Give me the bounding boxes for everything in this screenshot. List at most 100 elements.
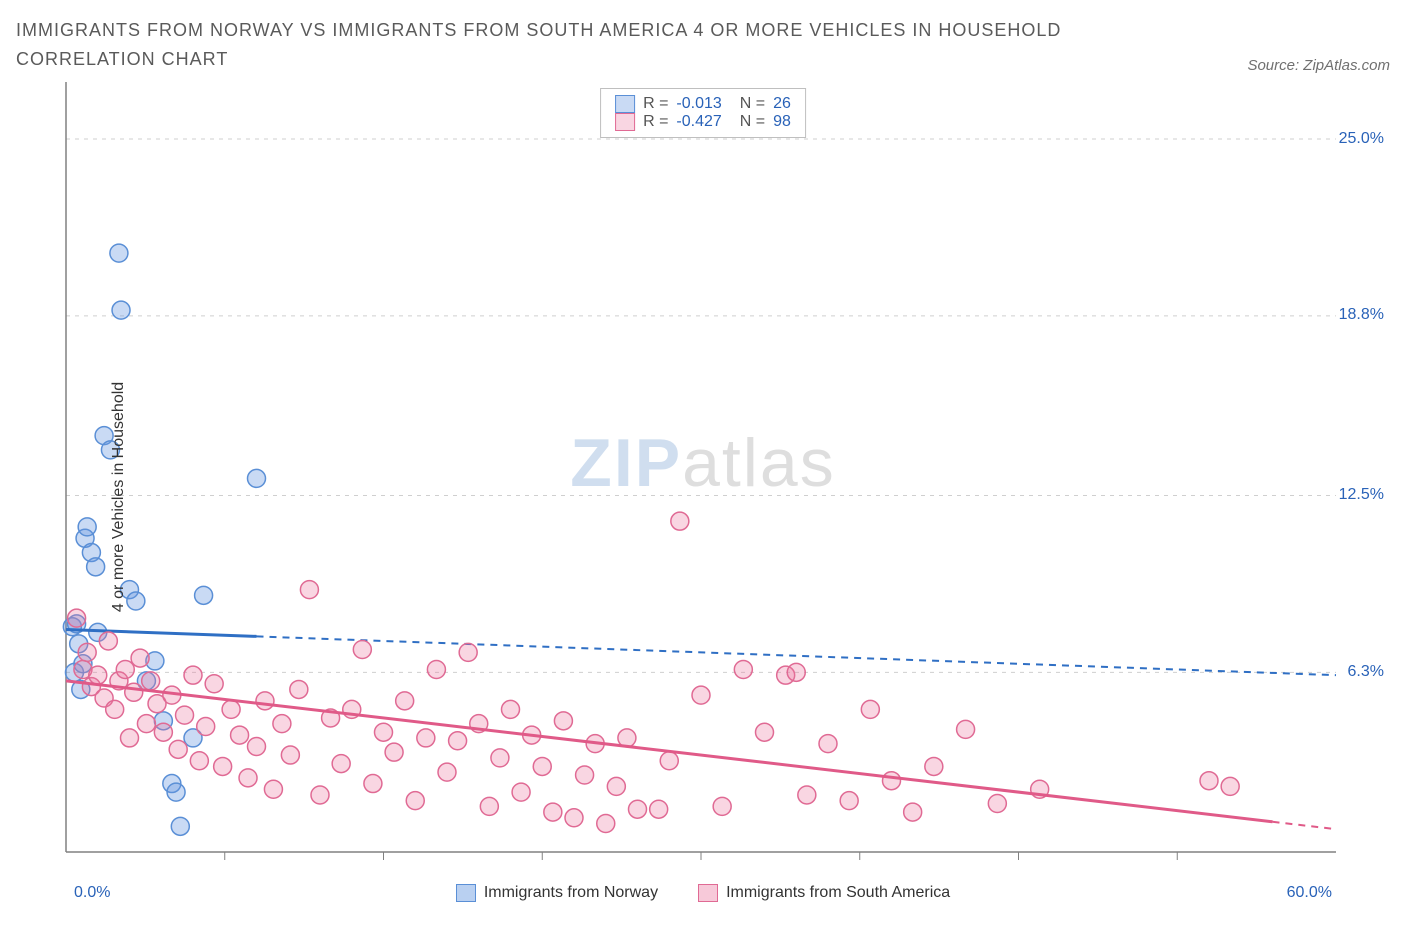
data-point xyxy=(231,726,249,744)
data-point xyxy=(629,800,647,818)
data-point xyxy=(131,649,149,667)
legend-r-value: -0.013 xyxy=(676,95,721,113)
legend-stat-row: R = -0.427 N = 98 xyxy=(615,113,791,131)
data-point xyxy=(671,512,689,530)
data-point xyxy=(142,671,160,689)
data-point xyxy=(87,557,105,575)
data-point xyxy=(248,737,266,755)
data-point xyxy=(110,244,128,262)
legend-label: Immigrants from South America xyxy=(726,884,950,902)
legend-n-value: 26 xyxy=(773,95,791,113)
data-point xyxy=(169,740,187,758)
data-point xyxy=(125,683,143,701)
page-title: IMMIGRANTS FROM NORWAY VS IMMIGRANTS FRO… xyxy=(16,16,1106,74)
legend-swatch xyxy=(456,884,476,902)
data-point xyxy=(819,734,837,752)
data-point xyxy=(127,592,145,610)
legend-swatch xyxy=(615,95,635,113)
legend-n-value: 98 xyxy=(773,113,791,131)
data-point xyxy=(264,780,282,798)
data-point xyxy=(106,700,124,718)
data-point xyxy=(787,663,805,681)
data-point xyxy=(554,711,572,729)
data-point xyxy=(121,729,139,747)
data-point xyxy=(68,609,86,627)
data-point xyxy=(660,751,678,769)
data-point xyxy=(904,803,922,821)
data-point xyxy=(248,469,266,487)
data-point xyxy=(300,580,318,598)
data-point xyxy=(197,717,215,735)
legend-label: Immigrants from Norway xyxy=(484,884,658,902)
data-point xyxy=(491,748,509,766)
data-point xyxy=(449,731,467,749)
data-point xyxy=(364,774,382,792)
data-point xyxy=(222,700,240,718)
data-point xyxy=(396,691,414,709)
data-point xyxy=(385,743,403,761)
legend-r-label: R = xyxy=(643,95,668,113)
data-point xyxy=(184,666,202,684)
data-point xyxy=(597,814,615,832)
data-point xyxy=(650,800,668,818)
y-tick-label: 25.0% xyxy=(1339,130,1384,148)
data-point xyxy=(883,771,901,789)
legend-series: Immigrants from Norway Immigrants from So… xyxy=(16,884,1390,902)
correlation-chart: 4 or more Vehicles in Household ZIPatlas… xyxy=(16,82,1390,912)
data-point xyxy=(116,660,134,678)
data-point xyxy=(438,763,456,781)
data-point xyxy=(427,660,445,678)
data-point xyxy=(290,680,308,698)
data-point xyxy=(734,660,752,678)
legend-stat-row: R = -0.013N = 26 xyxy=(615,95,791,113)
source-label: Source: ZipAtlas.com xyxy=(1247,57,1390,74)
data-point xyxy=(459,643,477,661)
data-point xyxy=(544,803,562,821)
data-point xyxy=(239,768,257,786)
data-point xyxy=(214,757,232,775)
data-point xyxy=(713,797,731,815)
legend-item: Immigrants from Norway xyxy=(456,884,658,902)
chart-svg xyxy=(16,82,1390,912)
data-point xyxy=(78,643,96,661)
data-point xyxy=(176,706,194,724)
legend-stats: R = -0.013N = 26R = -0.427 N = 98 xyxy=(600,88,806,138)
data-point xyxy=(756,723,774,741)
data-point xyxy=(195,586,213,604)
y-tick-label: 6.3% xyxy=(1348,663,1384,681)
data-point xyxy=(137,714,155,732)
data-point xyxy=(311,786,329,804)
data-point xyxy=(353,640,371,658)
legend-swatch xyxy=(698,884,718,902)
data-point xyxy=(988,794,1006,812)
data-point xyxy=(406,791,424,809)
data-point xyxy=(840,791,858,809)
data-point xyxy=(190,751,208,769)
data-point xyxy=(925,757,943,775)
data-point xyxy=(512,783,530,801)
data-point xyxy=(533,757,551,775)
data-point xyxy=(167,783,185,801)
data-point xyxy=(205,674,223,692)
data-point xyxy=(99,632,117,650)
data-point xyxy=(576,766,594,784)
data-point xyxy=(957,720,975,738)
data-point xyxy=(607,777,625,795)
y-tick-label: 18.8% xyxy=(1339,306,1384,324)
data-point xyxy=(375,723,393,741)
legend-swatch xyxy=(615,113,635,131)
data-point xyxy=(565,808,583,826)
data-point xyxy=(112,301,130,319)
data-point xyxy=(1200,771,1218,789)
y-tick-label: 12.5% xyxy=(1339,486,1384,504)
y-axis-label: 4 or more Vehicles in Household xyxy=(110,381,128,611)
legend-r-label: R = xyxy=(643,113,668,131)
legend-r-value: -0.427 xyxy=(676,113,721,131)
data-point xyxy=(89,666,107,684)
data-point xyxy=(281,746,299,764)
data-point xyxy=(480,797,498,815)
data-point xyxy=(798,786,816,804)
data-point xyxy=(273,714,291,732)
legend-n-label: N = xyxy=(740,113,765,131)
data-point xyxy=(502,700,520,718)
